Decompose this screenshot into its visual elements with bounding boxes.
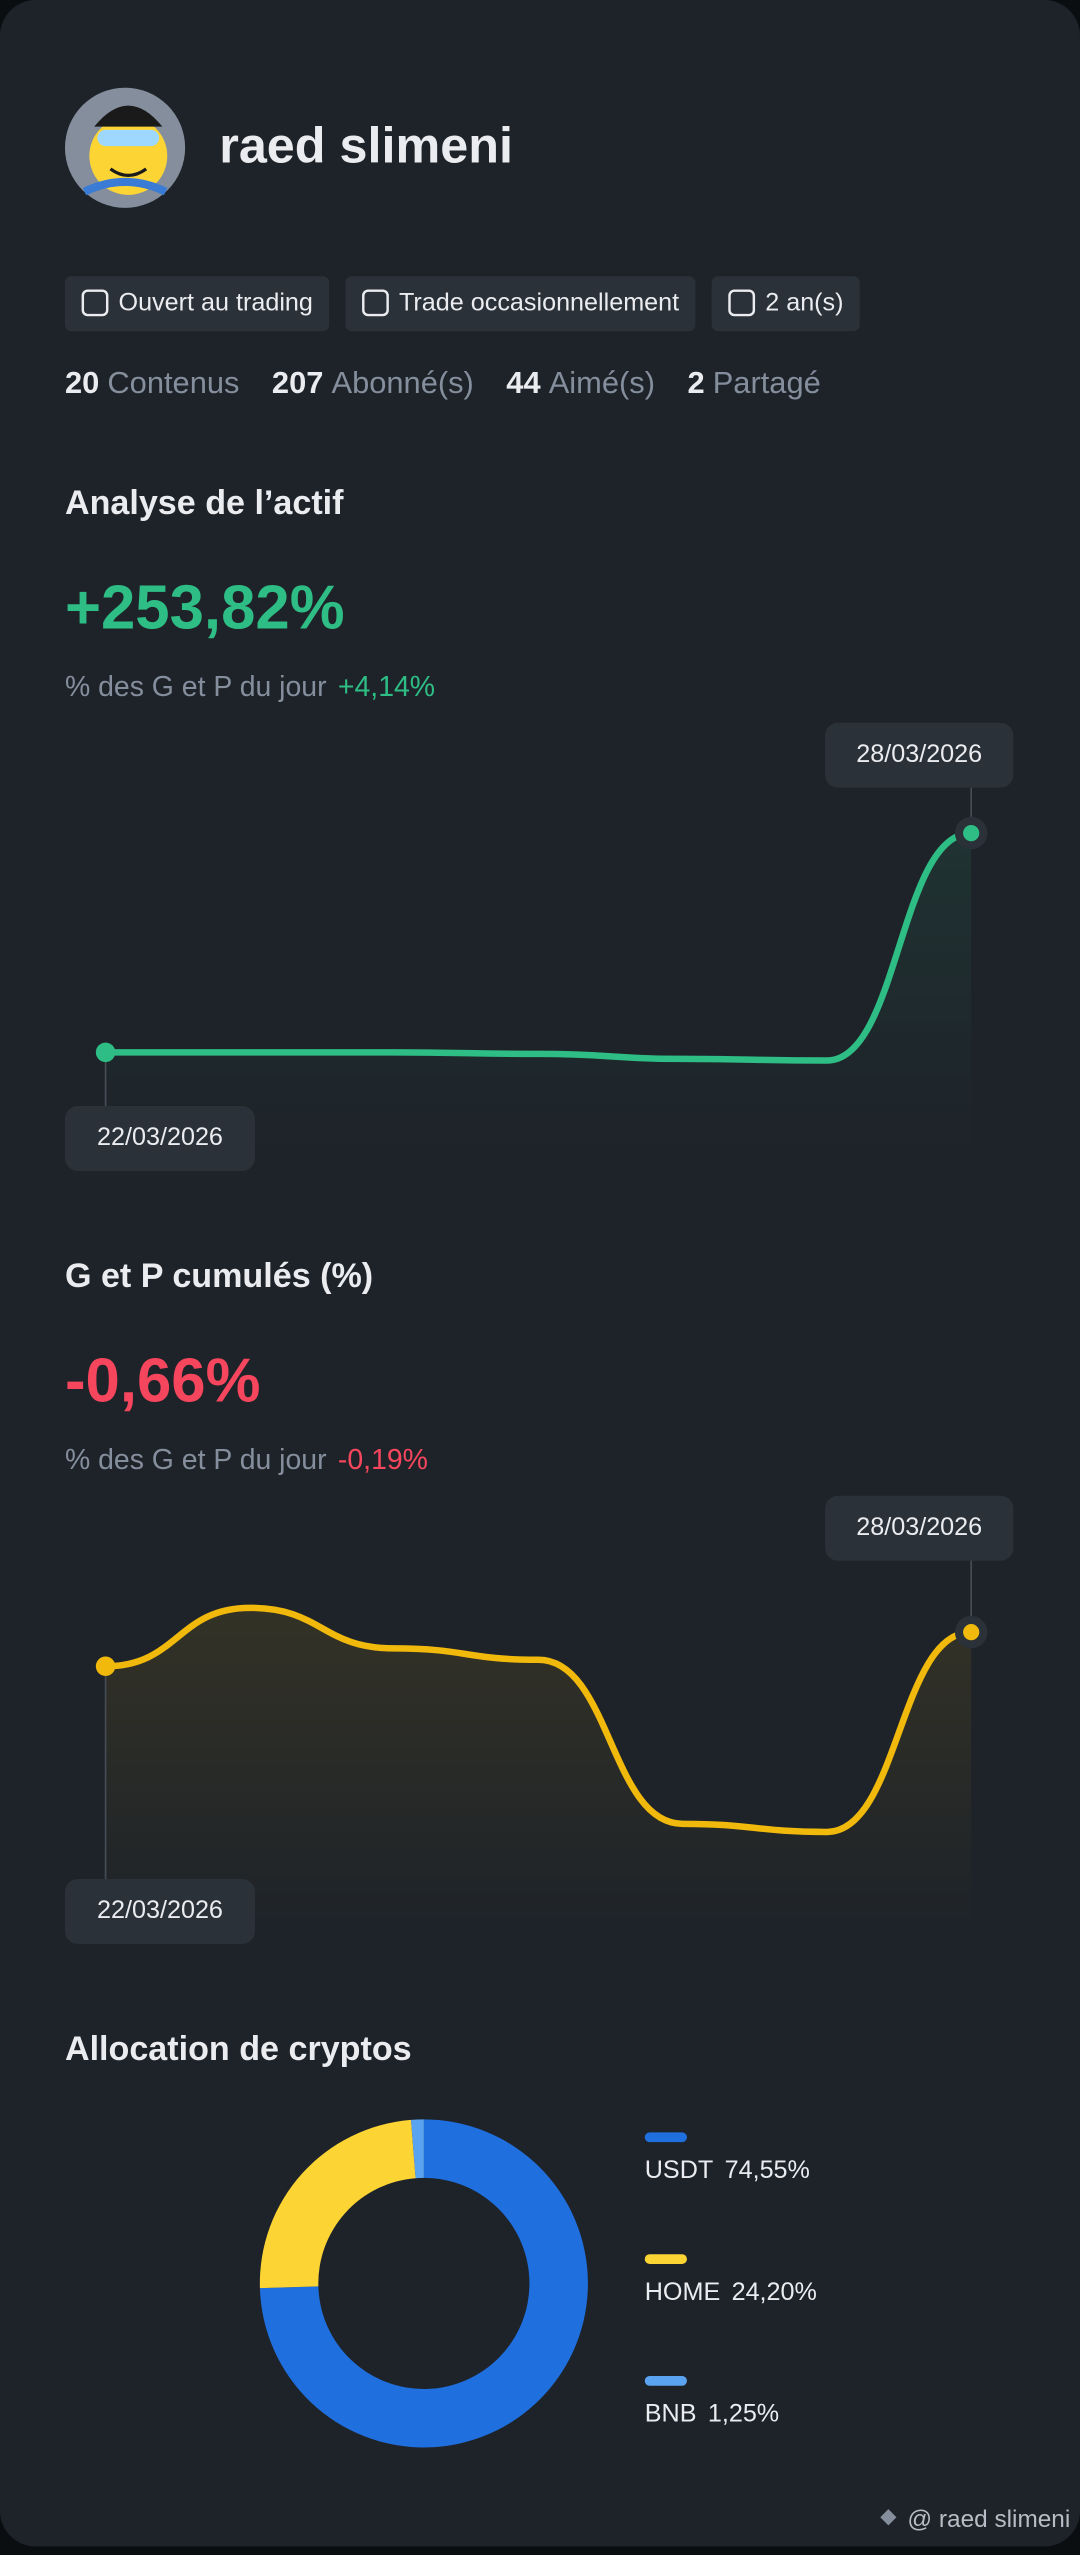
legend-swatch bbox=[644, 2132, 687, 2143]
tooltip-box bbox=[64, 1879, 255, 1944]
legend-name: HOME bbox=[645, 2278, 720, 2306]
tag-label: 2 an(s) bbox=[765, 288, 843, 316]
avatar bbox=[64, 87, 186, 208]
donut-slice bbox=[411, 2119, 424, 2179]
legend-name: BNB bbox=[645, 2400, 697, 2428]
stat-value: 44 bbox=[506, 365, 540, 400]
tooltip-date: 22/03/2026 bbox=[97, 1123, 223, 1151]
tooltip-box bbox=[825, 722, 1014, 788]
stat-value: 207 bbox=[272, 365, 323, 400]
line-series bbox=[102, 1604, 975, 1836]
tag-background bbox=[345, 276, 696, 332]
stat-label: Partagé bbox=[713, 365, 821, 400]
end-point bbox=[963, 825, 980, 842]
summary-value: -0,66% bbox=[65, 1347, 261, 1416]
subtitle: % des G et P du jour bbox=[65, 1444, 327, 1476]
profile-tag: 2 an(s) bbox=[711, 276, 860, 332]
legend-swatch bbox=[644, 2375, 687, 2386]
tag-label: Trade occasionnellement bbox=[399, 288, 679, 316]
legend-value: 74,55% bbox=[725, 2156, 810, 2184]
tooltip-box bbox=[64, 1105, 255, 1171]
section-title: G et P cumulés (%) bbox=[65, 1257, 373, 1295]
tooltip-box bbox=[825, 1495, 1014, 1561]
summary-value: +253,82% bbox=[65, 574, 345, 643]
legend-name: USDT bbox=[645, 2156, 713, 2184]
tag-icon bbox=[728, 289, 756, 317]
line-series bbox=[102, 829, 975, 1064]
tag-icon bbox=[81, 289, 109, 317]
donut-slice bbox=[259, 2119, 588, 2448]
legend-swatch bbox=[644, 2254, 687, 2264]
stat-value: 20 bbox=[65, 365, 99, 400]
profile-tag: Trade occasionnellement bbox=[345, 276, 696, 332]
section-title: Allocation de cryptos bbox=[65, 2030, 412, 2068]
tooltip-date: 28/03/2026 bbox=[856, 740, 982, 768]
stat-label: Abonné(s) bbox=[332, 365, 474, 400]
tag-icon bbox=[362, 289, 389, 317]
legend-value: 1,25% bbox=[708, 2400, 779, 2428]
daily-change: +4,14% bbox=[338, 671, 435, 703]
tag-background bbox=[64, 276, 330, 332]
section-title: Analyse de l’actif bbox=[65, 484, 344, 522]
brand-icon bbox=[880, 2509, 897, 2526]
start-point bbox=[95, 1656, 116, 1677]
footer-handle: @ raed slimeni bbox=[907, 2506, 1070, 2533]
donut-slice bbox=[259, 2119, 416, 2289]
user-name: raed slimeni bbox=[219, 117, 513, 174]
profile-tag: Ouvert au trading bbox=[64, 276, 330, 332]
stat-label: Aimé(s) bbox=[549, 365, 655, 400]
tooltip-date: 22/03/2026 bbox=[97, 1896, 223, 1924]
stat-value: 2 bbox=[687, 365, 704, 400]
tooltip-date: 28/03/2026 bbox=[856, 1513, 982, 1541]
line-area bbox=[105, 833, 972, 1154]
legend-value: 24,20% bbox=[732, 2278, 817, 2306]
stat-label: Contenus bbox=[107, 365, 239, 400]
line-area bbox=[105, 1607, 972, 1927]
subtitle: % des G et P du jour bbox=[65, 671, 327, 703]
tag-label: Ouvert au trading bbox=[119, 288, 313, 316]
start-point bbox=[95, 1042, 116, 1063]
end-point bbox=[963, 1624, 980, 1641]
daily-change: -0,19% bbox=[338, 1444, 428, 1476]
